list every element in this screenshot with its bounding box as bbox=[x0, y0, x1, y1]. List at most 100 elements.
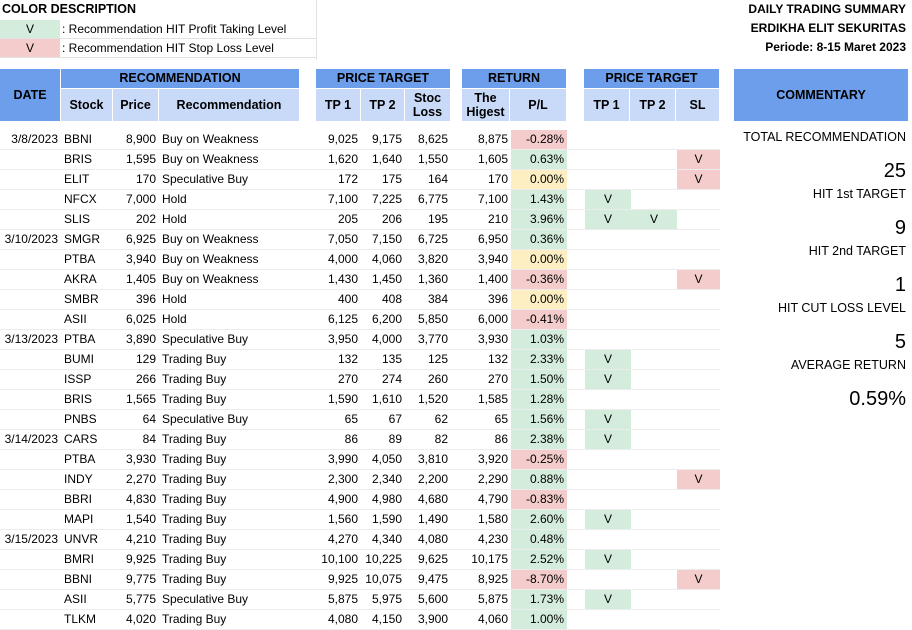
cell-price: 6,025 bbox=[113, 309, 159, 330]
cell-hs bbox=[677, 529, 720, 550]
cell-h1 bbox=[585, 469, 631, 490]
cell-date: 3/10/2023 bbox=[0, 229, 61, 250]
cell-price: 3,890 bbox=[113, 329, 159, 350]
cell-h1 bbox=[585, 289, 631, 310]
header-hit-sl: SL bbox=[676, 89, 719, 121]
cell-h1: V bbox=[585, 409, 631, 430]
header-rec: Recommendation bbox=[159, 89, 299, 121]
cell-hs bbox=[677, 309, 720, 330]
table-row: BBNI 9,775 Trading Buy 9,925 10,075 9,475 8,92… bbox=[0, 569, 720, 590]
spacer-cell bbox=[567, 130, 585, 150]
cell-stock: MAPI bbox=[61, 509, 113, 530]
header-price-target: PRICE TARGET bbox=[316, 69, 450, 88]
cell-sl: 8,625 bbox=[405, 130, 451, 150]
cell-h1: V bbox=[585, 549, 631, 570]
header-tp1: TP 1 bbox=[316, 89, 360, 121]
cell-stock: SMBR bbox=[61, 289, 113, 310]
cell-h2 bbox=[631, 149, 677, 170]
table-row: INDY 2,270 Trading Buy 2,300 2,340 2,200 2,290… bbox=[0, 469, 720, 490]
cell-h1 bbox=[585, 529, 631, 550]
cell-pl: 0.00% bbox=[511, 249, 567, 270]
cell-date bbox=[0, 389, 61, 410]
cell-date bbox=[0, 149, 61, 170]
table-row: 3/14/2023 CARS 84 Trading Buy 86 89 82 86 2.38% V bbox=[0, 429, 720, 450]
spacer-cell bbox=[567, 489, 585, 510]
cell-price: 5,775 bbox=[113, 589, 159, 610]
cell-high: 3,920 bbox=[463, 449, 511, 470]
cell-price: 6,925 bbox=[113, 229, 159, 250]
spacer-cell bbox=[451, 609, 463, 630]
cell-tp1: 6,125 bbox=[316, 309, 361, 330]
spacer-cell bbox=[451, 549, 463, 570]
cell-pl: 1.56% bbox=[511, 409, 567, 430]
cell-stock: BRIS bbox=[61, 149, 113, 170]
cell-tp1: 1,430 bbox=[316, 269, 361, 290]
legend-profit-swatch: V bbox=[0, 20, 60, 38]
cell-sl: 260 bbox=[405, 369, 451, 390]
cell-stock: BRIS bbox=[61, 389, 113, 410]
cell-date bbox=[0, 169, 61, 190]
cell-tp2: 4,980 bbox=[361, 489, 405, 510]
cell-sl: 2,200 bbox=[405, 469, 451, 490]
cell-h2 bbox=[631, 329, 677, 350]
spacer-cell bbox=[451, 149, 463, 170]
table-row: 3/8/2023 BBNI 8,900 Buy on Weakness 9,025 9,1… bbox=[0, 130, 720, 150]
cell-h2 bbox=[631, 229, 677, 250]
cell-date bbox=[0, 549, 61, 570]
cell-stock: PTBA bbox=[61, 329, 113, 350]
table-row: ISSP 266 Trading Buy 270 274 260 270 1.50% V bbox=[0, 369, 720, 390]
cell-tp2: 5,975 bbox=[361, 589, 405, 610]
cell-date bbox=[0, 369, 61, 390]
cell-pl: 0.63% bbox=[511, 149, 567, 170]
spacer-cell bbox=[567, 309, 585, 330]
cell-tp2: 4,340 bbox=[361, 529, 405, 550]
cell-pl: 1.00% bbox=[511, 609, 567, 630]
cell-hs bbox=[677, 289, 720, 310]
cell-stock: SLIS bbox=[61, 209, 113, 230]
cell-tp2: 89 bbox=[361, 429, 405, 450]
cell-price: 3,940 bbox=[113, 249, 159, 270]
cell-high: 5,875 bbox=[463, 589, 511, 610]
cell-sl: 1,490 bbox=[405, 509, 451, 530]
cell-h2 bbox=[631, 269, 677, 290]
spacer-cell bbox=[567, 329, 585, 350]
cell-pl: 0.48% bbox=[511, 529, 567, 550]
cell-h1 bbox=[585, 389, 631, 410]
header-pl: P/L bbox=[510, 89, 566, 121]
cell-h1 bbox=[585, 149, 631, 170]
spacer-cell bbox=[451, 449, 463, 470]
header-date: DATE bbox=[0, 69, 60, 121]
cell-date bbox=[0, 449, 61, 470]
cell-tp1: 400 bbox=[316, 289, 361, 310]
cell-h2 bbox=[631, 169, 677, 190]
spacer-cell bbox=[451, 269, 463, 290]
cell-tp1: 1,590 bbox=[316, 389, 361, 410]
table-row: BUMI 129 Trading Buy 132 135 125 132 2.33% V bbox=[0, 349, 720, 370]
cell-high: 4,230 bbox=[463, 529, 511, 550]
cell-h2 bbox=[631, 130, 677, 150]
spacer-cell bbox=[567, 349, 585, 370]
spacer-cell bbox=[451, 389, 463, 410]
cell-sl: 62 bbox=[405, 409, 451, 430]
cell-high: 3,930 bbox=[463, 329, 511, 350]
cell-rec: Trading Buy bbox=[159, 489, 316, 510]
cell-sl: 4,080 bbox=[405, 529, 451, 550]
cell-high: 65 bbox=[463, 409, 511, 430]
spacer-cell bbox=[567, 229, 585, 250]
cell-pl: 2.52% bbox=[511, 549, 567, 570]
cell-rec: Buy on Weakness bbox=[159, 269, 316, 290]
cell-price: 7,000 bbox=[113, 189, 159, 210]
header-return: RETURN bbox=[462, 69, 566, 88]
cell-rec: Trading Buy bbox=[159, 449, 316, 470]
cell-rec: Trading Buy bbox=[159, 469, 316, 490]
header-price-target-hit: PRICE TARGET bbox=[584, 69, 719, 88]
cell-pl: 0.36% bbox=[511, 229, 567, 250]
table-row: 3/13/2023 PTBA 3,890 Speculative Buy 3,950 4,… bbox=[0, 329, 720, 350]
spacer-cell bbox=[451, 209, 463, 230]
cell-stock: PTBA bbox=[61, 249, 113, 270]
spacer-cell bbox=[451, 509, 463, 530]
cell-price: 202 bbox=[113, 209, 159, 230]
cell-date bbox=[0, 289, 61, 310]
cell-date bbox=[0, 409, 61, 430]
table-row: MAPI 1,540 Trading Buy 1,560 1,590 1,490 1,580… bbox=[0, 509, 720, 530]
